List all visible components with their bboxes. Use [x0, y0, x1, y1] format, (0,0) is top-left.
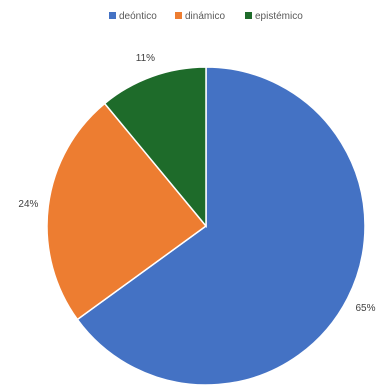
pie-label-deontico: 65%	[355, 303, 375, 314]
pie-slice-deontico	[76, 66, 366, 386]
pie-slice-dinamico	[46, 102, 208, 321]
pie-labels: 65% 24% 11%	[18, 53, 375, 314]
legend-label-deontico: deóntico	[119, 11, 157, 22]
chart-legend: deóntico dinámico epistémico	[109, 11, 303, 22]
pie-label-dinamico: 24%	[18, 199, 38, 210]
legend-swatch-epistemico	[245, 12, 252, 19]
legend-swatch-dinamico	[175, 12, 182, 19]
pie-slices	[46, 66, 366, 386]
pie-slice-epistemico	[103, 66, 207, 229]
legend-label-dinamico: dinámico	[185, 11, 225, 22]
legend-swatch-deontico	[109, 12, 116, 19]
legend-label-epistemico: epistémico	[255, 11, 303, 22]
pie-label-epistemico: 11%	[136, 53, 155, 64]
